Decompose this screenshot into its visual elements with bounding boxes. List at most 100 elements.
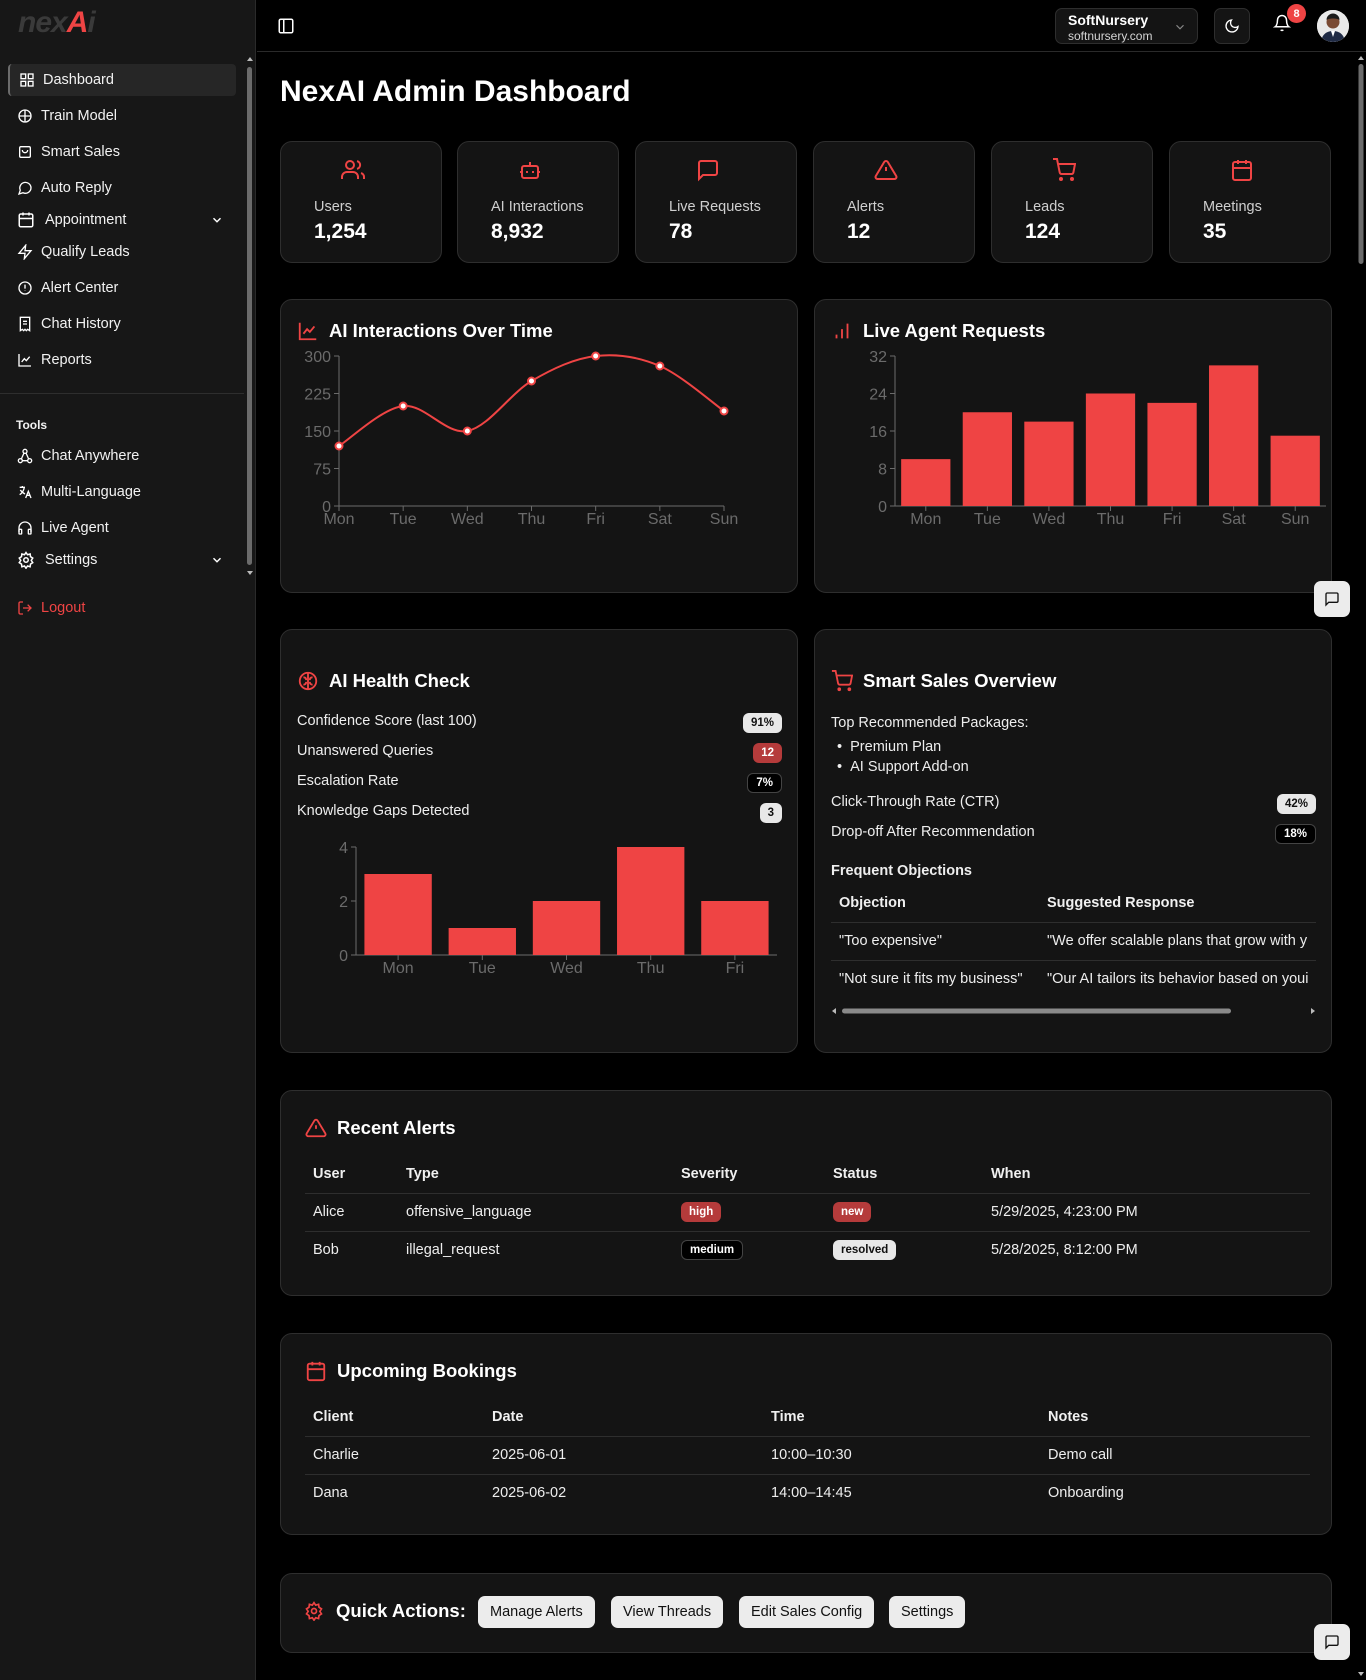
moon-icon (1224, 18, 1240, 34)
objections-table: Objection Suggested Response "Too expensi… (831, 884, 1316, 994)
sidebar-item-train-model[interactable]: Train Model (8, 100, 236, 132)
x-tick-label: Fri (726, 960, 745, 977)
y-tick-label: 225 (304, 387, 331, 404)
tenant-switcher[interactable]: SoftNursery softnursery.com (1055, 8, 1198, 44)
data-point (655, 361, 665, 371)
data-point (591, 351, 601, 361)
bar (901, 459, 951, 506)
x-tick-label: Mon (910, 511, 941, 528)
table-row: Bob illegal_request medium resolved 5/28… (313, 1240, 1138, 1261)
ai-interactions-line-chart: 0 75 150 225 300 Mon Tue Wed Thu Fri Sat Sun (304, 349, 738, 528)
health-row-confidence: Confidence Score (last 100) 91% (297, 713, 782, 733)
sidebar-item-label: Appointment (45, 212, 127, 228)
languages-icon (17, 484, 33, 500)
calendar-icon (305, 1360, 327, 1382)
sidebar-item-label: Alert Center (41, 280, 119, 296)
sidebar: nexAi Dashboard Train Model Smart Sales … (0, 0, 256, 1680)
theme-toggle-button[interactable] (1214, 8, 1250, 44)
bar (364, 874, 432, 955)
sidebar-item-label: Chat History (41, 316, 121, 332)
bar (448, 928, 516, 955)
y-tick-label: 16 (869, 424, 887, 441)
y-tick-label: 24 (869, 387, 887, 404)
bar (701, 901, 769, 955)
ai-interactions-card: AI Interactions Over Time 0 75 150 225 300 Mo… (280, 299, 798, 593)
stat-card-alerts: Alerts 12 (813, 141, 975, 263)
sidebar-item-smart-sales[interactable]: Smart Sales (8, 136, 236, 168)
sidebar-item-qualify-leads[interactable]: Qualify Leads (8, 236, 236, 268)
sidebar-item-alert-center[interactable]: Alert Center (8, 272, 236, 304)
chat-widget-button[interactable] (1314, 1624, 1350, 1660)
chevron-down-icon[interactable] (210, 553, 224, 567)
alert-triangle-icon (305, 1117, 327, 1139)
x-tick-label: Wed (451, 511, 484, 528)
logout-button[interactable]: Logout (8, 592, 236, 624)
y-tick-label: 0 (878, 499, 887, 516)
sidebar-item-label: Reports (41, 352, 92, 368)
x-tick-label: Fri (1163, 511, 1182, 528)
sidebar-item-label: Qualify Leads (41, 244, 130, 260)
health-row-escalation: Escalation Rate 7% (297, 773, 782, 793)
objections-label: Frequent Objections (831, 863, 972, 879)
sidebar-item-label: Dashboard (43, 72, 114, 88)
page-title: NexAI Admin Dashboard (280, 75, 631, 108)
severity-badge: medium (681, 1240, 744, 1261)
logout-icon (17, 600, 33, 616)
chat-widget-button[interactable] (1314, 581, 1350, 617)
sidebar-item-dashboard[interactable]: Dashboard (8, 64, 236, 96)
main-scrollbar[interactable] (1356, 52, 1366, 1680)
sidebar-item-chat-anywhere[interactable]: Chat Anywhere (8, 440, 236, 472)
brain-icon (17, 108, 33, 124)
x-tick-label: Sun (1281, 511, 1309, 528)
table-row: Charlie 2025-06-01 10:00–10:30 Demo call (305, 1436, 1310, 1475)
confidence-badge: 91% (742, 713, 782, 733)
ai-health-check-card: AI Health Check Confidence Score (last 1… (280, 629, 798, 1053)
sidebar-item-label: Smart Sales (41, 144, 120, 160)
health-row-unanswered: Unanswered Queries 12 (297, 743, 782, 763)
avatar[interactable] (1317, 10, 1349, 42)
sidebar-item-auto-reply[interactable]: Auto Reply (8, 172, 236, 204)
logout-label: Logout (41, 600, 86, 616)
live-agent-requests-card: Live Agent Requests 0 8 16 24 32 Mon Tue Wed Thu… (814, 299, 1332, 593)
live-agent-bar-chart: 0 8 16 24 32 Mon Tue Wed Thu Fri Sat Sun (869, 349, 1326, 528)
topbar: SoftNursery softnursery.com 8 (257, 0, 1366, 52)
bar (1147, 402, 1197, 506)
sidebar-toggle-icon[interactable] (277, 17, 295, 35)
y-tick-label: 150 (304, 424, 331, 441)
view-threads-button[interactable]: View Threads (611, 1596, 724, 1628)
bar-chart-icon (831, 320, 853, 342)
stat-label: Alerts (847, 199, 885, 215)
objections-table-wrapper[interactable]: Objection Suggested Response "Too expensi… (831, 884, 1316, 994)
card-title: Upcoming Bookings (305, 1360, 517, 1382)
calendar-icon (1230, 158, 1254, 182)
grid-icon (19, 72, 35, 88)
card-title: AI Interactions Over Time (297, 320, 553, 342)
sidebar-item-appointment[interactable]: Appointment (8, 204, 236, 236)
settings-button[interactable]: Settings (889, 1596, 966, 1628)
users-icon (341, 158, 365, 182)
message-circle-icon (17, 180, 33, 196)
card-title: Recent Alerts (305, 1117, 456, 1139)
objections-horizontal-scrollbar[interactable] (831, 1006, 1316, 1016)
stat-value: 35 (1203, 220, 1227, 243)
edit-sales-config-button[interactable]: Edit Sales Config (739, 1596, 875, 1628)
sidebar-item-multi-language[interactable]: Multi-Language (8, 476, 236, 508)
sidebar-item-live-agent[interactable]: Live Agent (8, 512, 236, 544)
sidebar-item-chat-history[interactable]: Chat History (8, 308, 236, 340)
x-tick-label: Thu (637, 960, 665, 977)
message-square-icon (1324, 1634, 1340, 1650)
manage-alerts-button[interactable]: Manage Alerts (478, 1596, 595, 1628)
sidebar-item-label: Train Model (41, 108, 118, 124)
x-tick-label: Sat (1222, 511, 1247, 528)
data-point (719, 406, 729, 416)
sidebar-item-reports[interactable]: Reports (8, 344, 236, 376)
notifications-bell-icon[interactable] (1273, 14, 1295, 36)
chevron-down-icon[interactable] (210, 213, 224, 227)
nexai-logo[interactable]: nexAi (18, 6, 96, 39)
knowledge-gaps-badge: 3 (759, 803, 782, 823)
sidebar-item-settings[interactable]: Settings (8, 544, 236, 576)
sidebar-scrollbar[interactable] (246, 55, 254, 577)
calendar-icon (17, 211, 35, 229)
y-tick-label: 300 (304, 349, 331, 366)
tools-section-label: Tools (16, 418, 48, 432)
